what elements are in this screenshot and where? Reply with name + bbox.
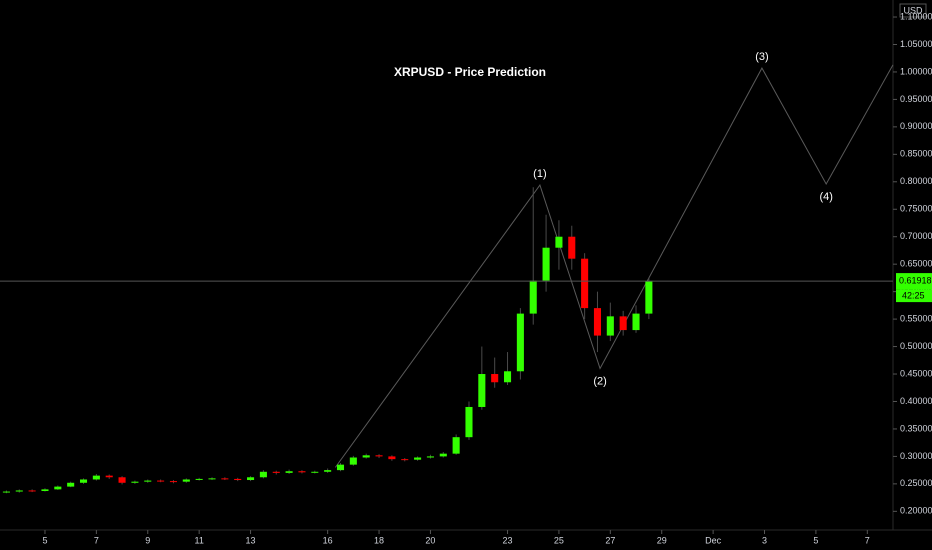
candle-body bbox=[234, 478, 242, 481]
wave-label: (2) bbox=[593, 375, 606, 387]
candle-body bbox=[593, 308, 602, 336]
y-tick-label: 0.35000 bbox=[900, 423, 932, 433]
candle-body bbox=[606, 316, 614, 336]
wave-label: (4) bbox=[819, 191, 832, 203]
candle-body bbox=[157, 480, 165, 482]
y-tick-label: 0.85000 bbox=[900, 149, 932, 159]
candle-body bbox=[555, 236, 563, 248]
candle-body bbox=[465, 406, 473, 438]
candle-body bbox=[568, 236, 576, 259]
wave-label: (1) bbox=[533, 168, 546, 180]
candle-body bbox=[619, 316, 627, 331]
y-tick-label: 0.70000 bbox=[900, 231, 932, 241]
candle-body bbox=[169, 481, 177, 483]
y-tick-label: 0.95000 bbox=[900, 94, 932, 104]
candle-body bbox=[439, 453, 447, 457]
x-tick-label: 25 bbox=[554, 535, 564, 545]
candle-body bbox=[503, 371, 512, 383]
candle-body bbox=[259, 471, 267, 478]
x-tick-label: 27 bbox=[605, 535, 615, 545]
y-tick-label: 0.30000 bbox=[900, 451, 932, 461]
candle-body bbox=[426, 456, 434, 458]
y-tick-label: 0.50000 bbox=[900, 341, 932, 351]
candle-body bbox=[15, 490, 23, 492]
wave-label: (3) bbox=[755, 51, 768, 63]
candle-body bbox=[401, 459, 409, 461]
candle-body bbox=[542, 247, 550, 281]
y-tick-label: 0.45000 bbox=[900, 368, 932, 378]
x-tick-label: 16 bbox=[323, 535, 333, 545]
candle-body bbox=[452, 437, 460, 454]
y-tick-label: 0.55000 bbox=[900, 313, 932, 323]
y-tick-label: 0.40000 bbox=[900, 396, 932, 406]
candle-body bbox=[272, 471, 280, 473]
candle-body bbox=[79, 479, 88, 483]
candle-body bbox=[67, 482, 75, 487]
wave-line bbox=[334, 64, 894, 468]
x-tick-label: 7 bbox=[94, 535, 99, 545]
candle-body bbox=[336, 464, 345, 471]
currency-label: USD bbox=[903, 5, 923, 15]
candle-body bbox=[195, 478, 203, 480]
candle-body bbox=[28, 490, 36, 492]
candle-body bbox=[2, 491, 10, 493]
y-tick-label: 1.00000 bbox=[900, 66, 932, 76]
candle-body bbox=[375, 455, 383, 457]
chart-title: XRPUSD - Price Prediction bbox=[394, 65, 546, 79]
x-tick-label: 3 bbox=[762, 535, 767, 545]
candle-body bbox=[581, 258, 589, 309]
candle-body bbox=[247, 477, 255, 481]
candle-body bbox=[311, 471, 319, 473]
x-tick-label: 5 bbox=[42, 535, 47, 545]
y-tick-label: 0.25000 bbox=[900, 478, 932, 488]
candle-body bbox=[632, 313, 640, 331]
candle-body bbox=[92, 475, 100, 480]
candle-body bbox=[324, 470, 332, 472]
candle-body bbox=[478, 374, 486, 407]
candle-body bbox=[182, 479, 190, 482]
x-tick-label: 13 bbox=[246, 535, 256, 545]
x-tick-label: 11 bbox=[194, 535, 203, 545]
countdown-box bbox=[896, 289, 932, 303]
x-tick-label: 9 bbox=[145, 535, 150, 545]
candle-body bbox=[54, 486, 62, 490]
last-price-box bbox=[896, 273, 932, 290]
candle-body bbox=[285, 471, 293, 473]
currency-box bbox=[899, 3, 927, 18]
candle-body bbox=[362, 455, 370, 458]
candle-body bbox=[131, 481, 139, 483]
y-tick-label: 1.10000 bbox=[900, 11, 932, 21]
x-tick-label: 5 bbox=[813, 535, 818, 545]
candle-body bbox=[529, 280, 537, 314]
countdown-label: 42:25 bbox=[902, 290, 925, 300]
y-tick-label: 0.75000 bbox=[900, 204, 932, 214]
candle-body bbox=[41, 489, 49, 492]
x-tick-label: Dec bbox=[705, 535, 722, 545]
candle-body bbox=[645, 281, 653, 314]
last-price-label: 0.61918 bbox=[899, 275, 932, 285]
candle-body bbox=[516, 313, 524, 372]
y-tick-label: 0.20000 bbox=[900, 506, 932, 516]
x-tick-label: 23 bbox=[503, 535, 513, 545]
y-tick-label: 1.05000 bbox=[900, 39, 932, 49]
candle-body bbox=[388, 456, 396, 460]
candle-body bbox=[349, 457, 357, 465]
candle-body bbox=[414, 457, 422, 460]
candle-body bbox=[118, 477, 126, 483]
y-tick-label: 0.65000 bbox=[900, 259, 932, 269]
candle-body bbox=[144, 480, 152, 482]
y-tick-label: 0.80000 bbox=[900, 176, 932, 186]
candle-body bbox=[491, 374, 499, 383]
candle-body bbox=[208, 478, 216, 480]
x-tick-label: 29 bbox=[657, 535, 667, 545]
candle-body bbox=[221, 478, 229, 480]
x-tick-label: 7 bbox=[865, 535, 870, 545]
y-tick-label: 0.90000 bbox=[900, 121, 932, 131]
candle-body bbox=[105, 475, 113, 478]
candle-body bbox=[298, 471, 306, 473]
x-tick-label: 20 bbox=[425, 535, 435, 545]
x-tick-label: 18 bbox=[374, 535, 384, 545]
